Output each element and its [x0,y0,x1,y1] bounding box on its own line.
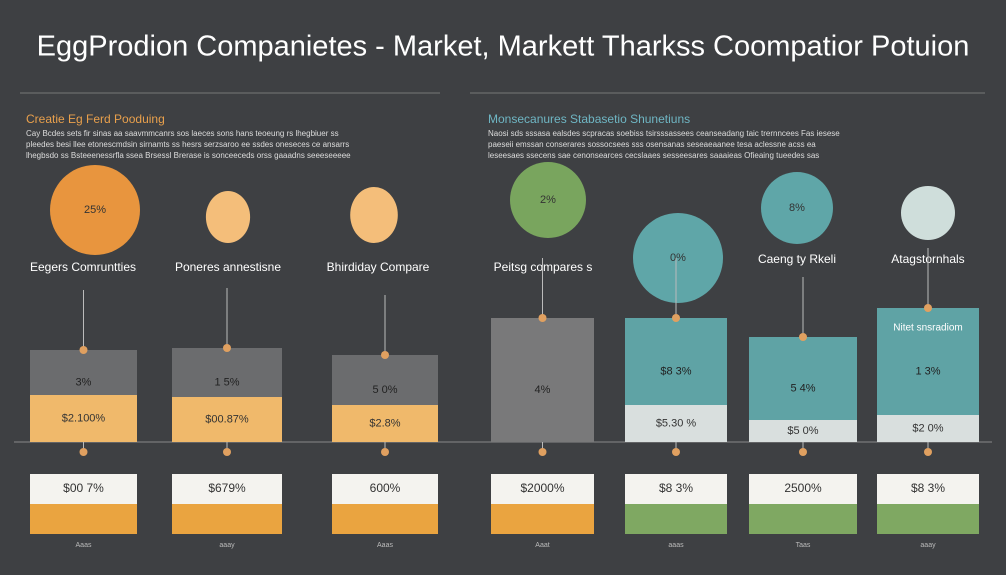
foot-label: Aaas [76,542,92,549]
dot [381,448,389,456]
bar-value: $2.100% [62,412,106,424]
body-line: paeseii emssan conserares sossocsees sss… [488,140,816,149]
box-bottom [172,504,282,534]
bar-value: $2.8% [369,417,400,429]
bar-upper [30,350,137,395]
box-bottom [877,504,979,534]
box-top [491,474,594,504]
dot [799,448,807,456]
box-top [625,474,727,504]
bar-value: $8 3% [660,365,691,377]
bar-value: 5 4% [790,382,815,394]
dot [924,304,932,312]
bar-upper [491,318,594,442]
box-top [749,474,857,504]
box-value: $679% [208,481,246,495]
box-value: $00 7% [63,481,104,495]
bar-upper [749,337,857,420]
bar-value: $5 0% [787,425,818,437]
box-top [172,474,282,504]
bar-value: 5 0% [372,384,397,396]
box-value: 600% [370,481,401,495]
column-label: Caeng ty Rkeli [758,252,836,266]
foot-label: Aaas [377,542,393,549]
bar-lower [877,415,979,442]
bar-lower [30,395,137,442]
box-value: $2000% [520,481,564,495]
body-line: pleedes besi llee etonescmdsin sirnamts … [26,140,349,149]
bar-value: 4% [535,384,551,396]
circle-label: 25% [84,204,106,216]
column-label: Eegers Comruntties [30,260,136,274]
bar-value: $2 0% [912,422,943,434]
title: EggProdion Companietes - Market, Markett… [37,31,970,63]
dot [79,346,88,354]
foot-label: Taas [796,542,811,549]
bar-tag: Nitet snsradiom [893,323,962,334]
bar-lower [332,405,438,442]
bar-lower [625,405,727,442]
box-value: $8 3% [911,481,945,495]
dot [799,333,807,341]
bar-lower [749,420,857,442]
bar-upper [172,348,282,397]
bar-upper [332,355,438,405]
right-heading: Monsecanures Stabasetio Shunetiuns [488,112,690,126]
circle [633,213,723,303]
box-bottom [332,504,438,534]
dot [672,448,680,456]
box-bottom [625,504,727,534]
box-bottom [30,504,137,534]
bar-value: $5.30 % [656,417,697,429]
box-bottom [491,504,594,534]
foot-label: aaas [668,542,684,549]
body-line: leseesaes ssecens sae cenonsearces cecsl… [488,151,819,160]
dot [538,448,547,456]
box-top [877,474,979,504]
dot [381,351,389,359]
column-label: Poneres annestisne [175,260,281,274]
dot [223,344,231,352]
foot-label: Aaat [535,542,549,549]
bar-lower [172,397,282,442]
box-value: 2500% [784,481,822,495]
dot [223,448,231,456]
circle [510,162,586,238]
egg [205,191,251,243]
body-line: Naosi sds sssasa ealsdes scpracas soebis… [488,129,840,138]
dot [538,314,547,322]
bar-upper [625,318,727,405]
egg [350,187,398,243]
circle-label: 2% [540,194,556,206]
bar-value: 1 3% [915,365,940,377]
dot [79,448,88,456]
bar-upper [877,308,979,415]
bar-value: $00.87% [205,413,249,425]
body-line: Cay Bcdes sets fir sinas aa saavmmcanrs … [26,129,339,138]
dot [672,314,680,322]
circle [50,165,140,255]
left-heading: Creatie Eg Ferd Pooduing [26,112,165,126]
box-bottom [749,504,857,534]
foot-label: aaay [219,542,235,549]
box-top [30,474,137,504]
circle-label: 8% [789,202,805,214]
bar-value: 3% [76,376,92,388]
circle [761,172,833,244]
circle [901,186,955,240]
box-value: $8 3% [659,481,693,495]
foot-label: aaay [920,542,936,549]
bar-value: 1 5% [214,376,239,388]
column-label: Bhirdiday Compare [327,260,430,274]
body-line: lhegbsdo ss Bsteeenessrfla ssea Brsessl … [26,151,351,160]
circle-label: 0% [670,252,686,264]
dot [924,448,932,456]
box-top [332,474,438,504]
